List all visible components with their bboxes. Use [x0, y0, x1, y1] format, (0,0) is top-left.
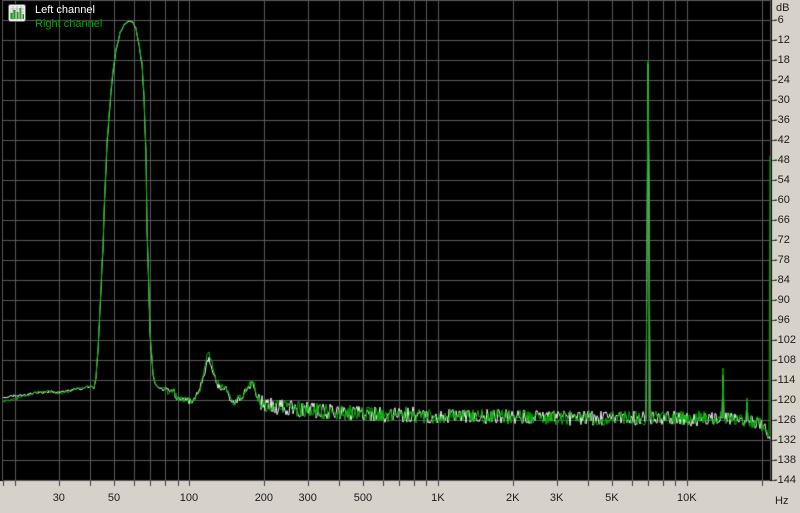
y-axis-label: -12	[774, 34, 790, 46]
y-axis-label: -78	[774, 254, 790, 266]
y-axis-label: -6	[774, 14, 784, 26]
y-axis-label: -102	[774, 334, 797, 346]
legend-labels: Left channel Right channel	[35, 3, 102, 31]
y-axis-label: -144	[774, 474, 797, 486]
legend-left-channel-label: Left channel	[35, 4, 95, 16]
x-axis-label: 300	[298, 492, 317, 504]
y-axis-label: -108	[774, 354, 797, 366]
x-axis-label: 5K	[605, 492, 619, 504]
y-axis-label: -84	[774, 274, 790, 286]
y-axis-label: -66	[774, 214, 790, 226]
x-axis-label: 2K	[506, 492, 520, 504]
y-axis-label: -132	[774, 434, 797, 446]
y-axis-label: -54	[774, 174, 790, 186]
x-axis-label: 100	[179, 492, 199, 504]
x-axis-label: 500	[353, 492, 373, 504]
y-axis-label: -96	[774, 314, 790, 326]
x-axis-label: 30	[52, 492, 65, 504]
y-axis-label: -42	[774, 134, 790, 146]
y-axis-label: -36	[774, 114, 790, 126]
y-axis-label: -138	[774, 454, 797, 466]
y-axis-label: -114	[774, 374, 796, 386]
legend-right-channel-label: Right channel	[35, 18, 103, 30]
y-axis-label: -90	[774, 294, 790, 306]
x-axis-label: 3K	[549, 492, 564, 504]
y-axis-label: -18	[774, 54, 790, 66]
x-axis-label: 200	[254, 492, 274, 504]
y-axis-label: -60	[774, 194, 790, 206]
x-axis-label: 50	[107, 492, 121, 504]
y-axis-label: -126	[774, 414, 797, 426]
x-axis-label: 10K	[676, 492, 697, 504]
y-axis-unit-label: dB	[776, 2, 790, 14]
y-axis-label: -30	[774, 94, 790, 106]
y-axis-label: -48	[774, 154, 790, 166]
x-axis-label: 1K	[431, 492, 445, 504]
legend: Left channel Right channel	[8, 3, 102, 31]
y-axis-label: -120	[774, 394, 797, 406]
y-axis-label: -24	[774, 74, 790, 86]
x-axis-unit-label: Hz	[775, 495, 789, 507]
y-axis-label: -72	[774, 234, 790, 246]
spectrum-icon	[8, 4, 26, 22]
